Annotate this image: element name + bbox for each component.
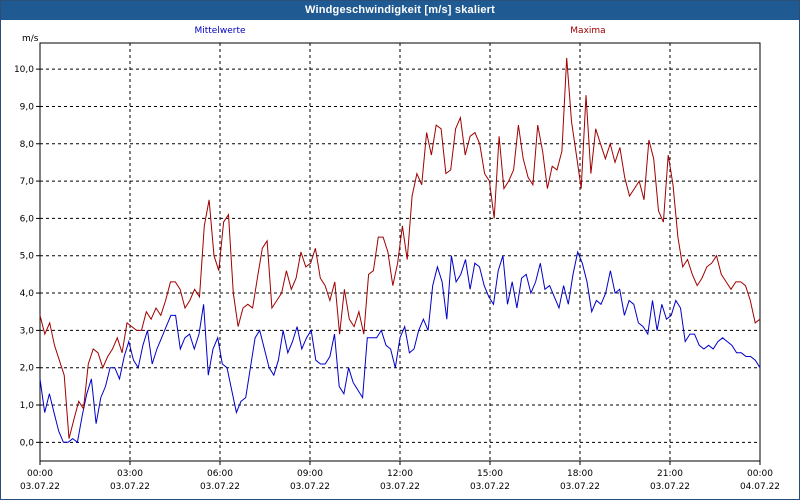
y-tick-label: 10,0 xyxy=(14,65,34,75)
series-lines xyxy=(39,57,761,444)
y-tick-label: 1,0 xyxy=(20,401,35,411)
x-tick-date: 03.07.22 xyxy=(650,482,690,492)
y-tick-label: 4,0 xyxy=(20,289,35,299)
x-tick-date: 03.07.22 xyxy=(20,482,60,492)
series-line-mittelwerte xyxy=(39,250,761,444)
grid-lines xyxy=(40,43,760,461)
x-tick-date: 03.07.22 xyxy=(200,482,240,492)
x-tick-time: 12:00 xyxy=(387,469,413,479)
x-tick-time: 00:00 xyxy=(747,469,773,479)
x-tick-time: 00:00 xyxy=(27,469,53,479)
y-tick-label: 3,0 xyxy=(20,326,35,336)
y-tick-label: 0,0 xyxy=(20,438,35,448)
x-tick-time: 09:00 xyxy=(297,469,323,479)
x-tick-time: 18:00 xyxy=(567,469,593,479)
x-tick-time: 21:00 xyxy=(657,469,683,479)
window-title: Windgeschwindigkeit [m/s] skaliert xyxy=(1,1,799,20)
wind-speed-chart: 0,0 1,0 2,0 3,0 4,0 5,0 6,0 7,0 8,0 9,0 10,0 00:00… xyxy=(14,26,780,492)
x-tick-date: 03.07.22 xyxy=(110,482,150,492)
y-axis-label: m/s xyxy=(22,34,39,44)
x-axis: 00:00 03.07.22 03:00 03.07.22 06:00 03.07.22 0… xyxy=(20,461,780,492)
x-tick-date: 03.07.22 xyxy=(290,482,330,492)
x-tick-date: 04.07.22 xyxy=(740,482,780,492)
x-tick-date: 03.07.22 xyxy=(560,482,600,492)
y-tick-label: 9,0 xyxy=(20,102,35,112)
x-tick-date: 03.07.22 xyxy=(380,482,420,492)
y-tick-label: 5,0 xyxy=(20,252,35,262)
x-tick-time: 03:00 xyxy=(117,469,143,479)
x-tick-time: 15:00 xyxy=(477,469,503,479)
legend-mittelwerte: Mittelwerte xyxy=(194,26,245,36)
x-tick-date: 03.07.22 xyxy=(470,482,510,492)
y-axis: 0,0 1,0 2,0 3,0 4,0 5,0 6,0 7,0 8,0 9,0 10,0 xyxy=(14,65,40,448)
legend-maxima: Maxima xyxy=(570,26,605,36)
y-tick-label: 8,0 xyxy=(20,140,35,150)
y-tick-label: 2,0 xyxy=(20,364,35,374)
y-tick-label: 6,0 xyxy=(20,214,35,224)
x-tick-time: 06:00 xyxy=(207,469,233,479)
series-line-maxima xyxy=(39,57,761,439)
y-tick-label: 7,0 xyxy=(20,177,35,187)
